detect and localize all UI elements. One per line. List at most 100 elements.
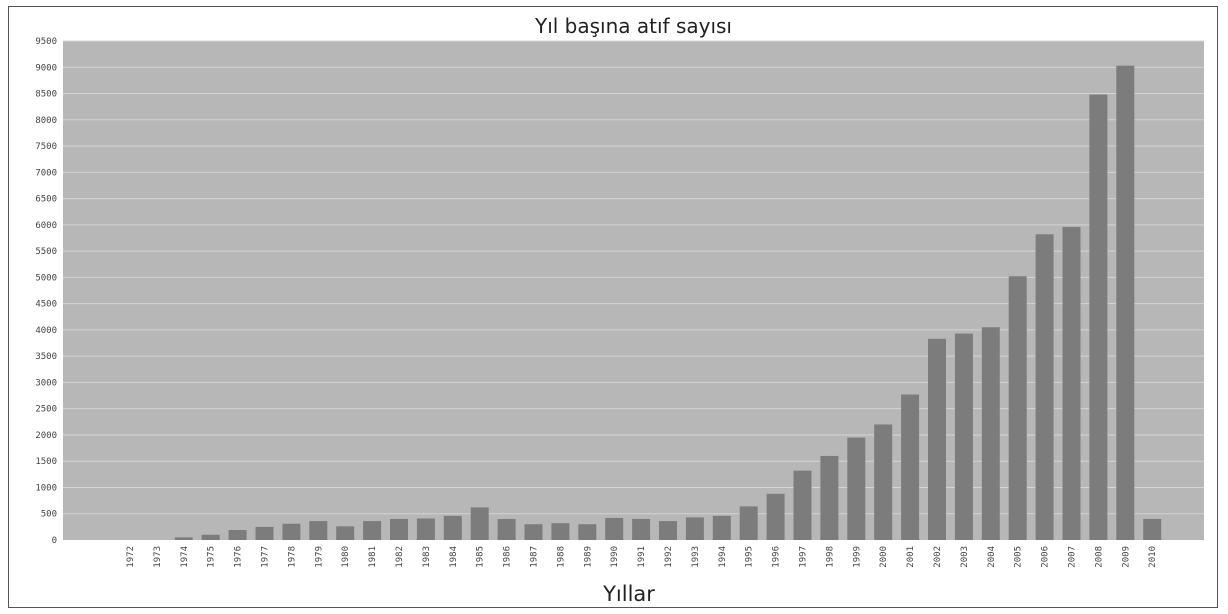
bar-1975 xyxy=(202,535,220,540)
x-tick-label: 1994 xyxy=(718,546,728,568)
bar-1989 xyxy=(578,524,596,540)
bar-1997 xyxy=(794,471,812,540)
x-tick-label: 1984 xyxy=(449,546,459,568)
bar-2006 xyxy=(1036,234,1054,540)
bar-2004 xyxy=(982,327,1000,540)
bar-1986 xyxy=(498,519,516,540)
bar-1976 xyxy=(229,530,247,540)
y-tick-label: 1500 xyxy=(35,457,57,467)
bar-1988 xyxy=(551,523,569,540)
bar-2007 xyxy=(1063,227,1081,540)
x-tick-label: 2001 xyxy=(906,546,916,568)
x-tick-label: 1992 xyxy=(664,546,674,568)
x-tick-label: 2010 xyxy=(1148,546,1158,568)
x-tick-label: 2000 xyxy=(879,546,889,568)
y-tick-label: 7000 xyxy=(35,168,57,178)
x-tick-label: 1988 xyxy=(556,546,566,568)
y-tick-label: 8000 xyxy=(35,116,57,126)
bar-1999 xyxy=(847,438,865,540)
y-tick-label: 3500 xyxy=(35,352,57,362)
bar-1974 xyxy=(175,537,193,540)
y-tick-label: 1000 xyxy=(35,483,57,493)
bar-2001 xyxy=(901,395,919,540)
x-tick-label: 1990 xyxy=(610,546,620,568)
bar-1991 xyxy=(632,519,650,540)
x-tick-label: 1989 xyxy=(583,546,593,568)
x-tick-label: 1998 xyxy=(825,546,835,568)
x-tick-label: 1995 xyxy=(745,546,755,568)
bar-2010 xyxy=(1143,519,1161,540)
x-tick-label: 1987 xyxy=(530,546,540,568)
bar-1979 xyxy=(309,521,327,540)
bar-1990 xyxy=(605,518,623,540)
chart-frame: 0 500 1000 1500 2000 2500 3000 3500 4000 4500 5000… xyxy=(8,6,1218,608)
x-tick-label: 1991 xyxy=(637,546,647,568)
x-tick-label: 1980 xyxy=(341,546,351,568)
x-tick-label: 2004 xyxy=(987,546,997,568)
bar-2008 xyxy=(1089,95,1107,540)
x-tick-label: 1981 xyxy=(368,546,378,568)
y-tick-label: 7500 xyxy=(35,142,57,152)
x-tick-label: 1999 xyxy=(852,546,862,568)
bar-2000 xyxy=(874,424,892,540)
y-tick-label: 500 xyxy=(41,510,57,520)
x-tick-label: 1972 xyxy=(126,546,136,568)
bar-2005 xyxy=(1009,276,1027,540)
x-tick-label: 2006 xyxy=(1041,546,1051,568)
x-tick-label: 1975 xyxy=(207,546,217,568)
bar-1996 xyxy=(767,494,785,540)
x-tick-label: 1974 xyxy=(180,546,190,568)
y-tick-label: 8500 xyxy=(35,90,57,100)
bar-1985 xyxy=(471,507,489,540)
x-tick-label: 1986 xyxy=(503,546,513,568)
y-tick-label: 6500 xyxy=(35,195,57,205)
x-tick-label: 2005 xyxy=(1014,546,1024,568)
bar-1981 xyxy=(363,521,381,540)
y-tick-label: 3000 xyxy=(35,378,57,388)
bar-1978 xyxy=(282,524,300,540)
x-tick-label: 1983 xyxy=(422,546,432,568)
x-tick-label: 1976 xyxy=(234,546,244,568)
bar-chart: 0 500 1000 1500 2000 2500 3000 3500 4000 4500 5000… xyxy=(9,7,1219,609)
x-tick-label: 1978 xyxy=(287,546,297,568)
bar-1993 xyxy=(686,517,704,540)
bar-1984 xyxy=(444,516,462,540)
x-tick-label: 1993 xyxy=(691,546,701,568)
x-tick-label: 2007 xyxy=(1068,546,1078,568)
y-tick-label: 4000 xyxy=(35,326,57,336)
bar-2003 xyxy=(955,334,973,540)
y-tick-label: 2000 xyxy=(35,431,57,441)
bar-1994 xyxy=(713,516,731,540)
x-tick-label: 1997 xyxy=(799,546,809,568)
y-tick-label: 4500 xyxy=(35,300,57,310)
bar-1998 xyxy=(820,456,838,540)
x-tick-label: 2002 xyxy=(933,546,943,568)
bar-1987 xyxy=(525,524,543,540)
y-tick-label: 5500 xyxy=(35,247,57,257)
x-tick-label: 1979 xyxy=(314,546,324,568)
y-axis-ticks: 0 500 1000 1500 2000 2500 3000 3500 4000 4500 5000… xyxy=(35,37,57,546)
y-tick-label: 2500 xyxy=(35,405,57,415)
bar-1977 xyxy=(256,527,274,540)
y-tick-label: 9000 xyxy=(35,63,57,73)
x-tick-label: 1973 xyxy=(153,546,163,568)
bar-1980 xyxy=(336,526,354,540)
x-tick-label: 1996 xyxy=(772,546,782,568)
bar-1982 xyxy=(390,519,408,540)
y-tick-label: 0 xyxy=(52,536,57,546)
bar-2002 xyxy=(928,339,946,540)
x-tick-label: 2009 xyxy=(1121,546,1131,568)
x-tick-label: 1985 xyxy=(476,546,486,568)
bar-1992 xyxy=(659,521,677,540)
x-axis-label: Yıllar xyxy=(602,582,655,606)
x-tick-label: 1982 xyxy=(395,546,405,568)
bar-2009 xyxy=(1116,66,1134,540)
plot-area xyxy=(63,41,1204,540)
bar-1995 xyxy=(740,506,758,540)
x-tick-label: 2008 xyxy=(1094,546,1104,568)
x-tick-label: 1977 xyxy=(261,546,271,568)
y-tick-label: 5000 xyxy=(35,273,57,283)
x-axis-ticks: 1972 1973 1974 1975 1976 1977 1978 1979 1980 1981… xyxy=(126,546,1158,568)
y-tick-label: 6000 xyxy=(35,221,57,231)
chart-title: Yıl başına atıf sayısı xyxy=(534,14,732,38)
